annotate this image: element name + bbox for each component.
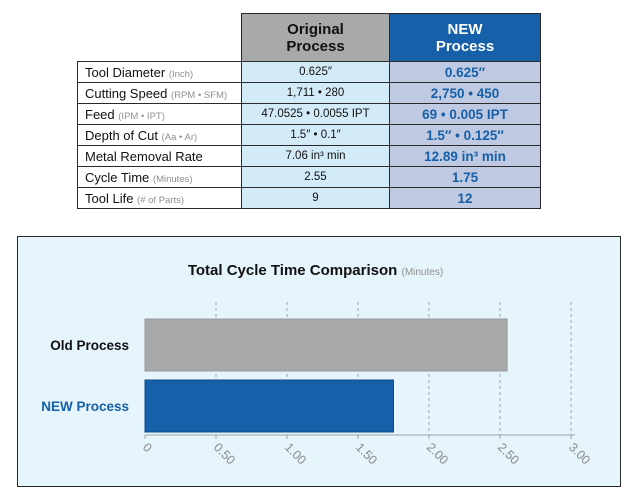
- row-label-text: Cutting Speed: [85, 85, 168, 101]
- new-value-cell: 0.625″: [389, 61, 541, 83]
- original-value-cell: 47.0525 • 0.0055 IPT: [241, 103, 390, 125]
- original-process-header: Original Process: [241, 13, 390, 62]
- category-label: NEW Process: [41, 399, 129, 414]
- row-unit: (Inch): [168, 68, 194, 80]
- original-value-cell: 1,711 • 280: [241, 82, 390, 104]
- row-label-text: Metal Removal Rate: [85, 148, 203, 164]
- table-body: Tool Diameter (Inch) 0.625″ 0.625″ Cutting …: [77, 61, 541, 209]
- new-value-cell: 2,750 • 450: [389, 82, 541, 104]
- row-unit: (# of Parts): [137, 194, 185, 206]
- row-label: Cycle Time (Minutes): [77, 166, 242, 188]
- original-value-cell: 9: [241, 187, 390, 209]
- x-tick-label: 1.00: [282, 440, 309, 467]
- table-row: Depth of Cut (Aa • Ar) 1.5″ • 0.1″ 1.5″ • …: [77, 124, 541, 146]
- chart-title-unit: (Minutes): [401, 267, 444, 278]
- new-process-header: NEW Process: [389, 13, 541, 62]
- row-unit: (Minutes): [152, 173, 193, 185]
- table-corner: [78, 14, 242, 62]
- cycle-time-chart-panel: Old Process NEW Process 0 0.50 1.00 1.50 2.00 2…: [17, 236, 621, 487]
- row-label-text: Tool Diameter: [85, 64, 166, 80]
- row-label-text: Cycle Time: [85, 169, 150, 185]
- original-value-cell: 2.55: [241, 166, 390, 188]
- row-unit: (Aa • Ar): [161, 131, 198, 143]
- process-comparison-table: Original Process NEW Process Tool Diamet…: [77, 13, 541, 209]
- x-tick-label: 0: [140, 440, 155, 455]
- x-tick-label: 2.50: [495, 440, 522, 467]
- new-value-cell: 1.75: [389, 166, 541, 188]
- new-value-cell: 69 • 0.005 IPT: [389, 103, 541, 125]
- table-row: Tool Diameter (Inch) 0.625″ 0.625″: [77, 61, 541, 83]
- chart-title-text: Total Cycle Time Comparison: [187, 262, 398, 279]
- row-label: Metal Removal Rate: [77, 145, 242, 167]
- table-row: Cutting Speed (RPM • SFM) 1,711 • 280 2,75…: [77, 82, 541, 104]
- row-label-text: Tool Life: [85, 190, 134, 206]
- original-header-line2: Process: [286, 37, 345, 55]
- table-row: Cycle Time (Minutes) 2.55 1.75: [77, 166, 541, 188]
- row-unit: (RPM • SFM): [171, 89, 228, 101]
- new-value-cell: 12.89 in³ min: [389, 145, 541, 167]
- original-header-line1: Original: [287, 20, 344, 38]
- new-header-line1: NEW: [447, 20, 483, 38]
- x-tick-label: 1.50: [353, 440, 380, 467]
- original-value-cell: 7.06 in³ min: [241, 145, 390, 167]
- row-unit: (IPM • IPT): [118, 110, 165, 122]
- original-value-cell: 1.5″ • 0.1″: [241, 124, 390, 146]
- row-label: Feed (IPM • IPT): [77, 103, 242, 125]
- row-label: Tool Life (# of Parts): [77, 187, 242, 209]
- table-row: Tool Life (# of Parts) 9 12: [77, 187, 541, 209]
- chart-title: Total Cycle Time Comparison (Minutes): [0, 262, 631, 279]
- bar: [144, 318, 508, 372]
- new-header-line2: Process: [435, 37, 495, 55]
- row-label: Cutting Speed (RPM • SFM): [77, 82, 242, 104]
- new-value-cell: 1.5″ • 0.125″: [389, 124, 541, 146]
- row-label: Depth of Cut (Aa • Ar): [77, 124, 242, 146]
- new-value-cell: 12: [389, 187, 541, 209]
- table-header-row: Original Process NEW Process: [78, 13, 541, 62]
- row-label-text: Feed: [85, 106, 115, 122]
- bar: [144, 379, 394, 433]
- x-tick-label: 3.00: [566, 440, 593, 467]
- table-row: Metal Removal Rate 7.06 in³ min 12.89 in³ …: [77, 145, 541, 167]
- x-tick-label: 0.50: [211, 440, 238, 467]
- top-clipped-heading: ​: [22, 0, 162, 4]
- table-row: Feed (IPM • IPT) 47.0525 • 0.0055 IPT 69 •…: [77, 103, 541, 125]
- cycle-time-bar-chart: Old Process NEW Process 0 0.50 1.00 1.50 2.00 2…: [41, 302, 593, 467]
- original-value-cell: 0.625″: [241, 61, 390, 83]
- row-label-text: Depth of Cut: [85, 127, 158, 143]
- x-tick-label: 2.00: [424, 440, 451, 467]
- row-label: Tool Diameter (Inch): [77, 61, 242, 83]
- category-label: Old Process: [50, 338, 129, 353]
